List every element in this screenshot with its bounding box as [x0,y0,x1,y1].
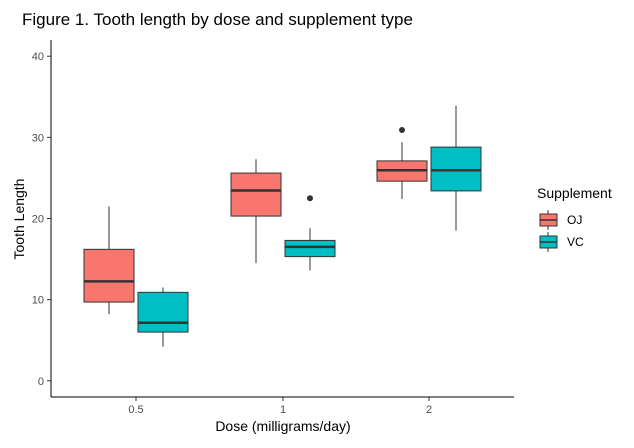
box-vc-0.5 [137,287,189,347]
outlier-point [307,195,313,202]
y-tick-label: 20 [32,214,44,226]
chart-title: Figure 1. Tooth length by dose and suppl… [22,10,413,29]
y-tick-label: 40 [32,51,44,63]
y-axis-title: Tooth Length [11,179,27,260]
x-axis-title: Dose (milligrams/day) [215,418,350,434]
y-tick-label: 10 [32,295,44,307]
box-vc-1 [284,195,336,271]
x-tick-label: 2 [426,404,432,416]
legend-title: Supplement [537,185,612,201]
box-body [83,248,135,303]
y-tick-label: 30 [32,132,44,144]
x-tick-label: 1 [280,404,286,416]
plot-area [83,105,482,347]
outlier-point [399,127,405,134]
legend-item-oj: OJ [539,210,582,230]
box-body [137,291,189,333]
x-tick-label: 0.5 [128,404,143,416]
legend-item-vc: VC [539,232,584,252]
y-tick-label: 0 [38,376,44,388]
legend: Supplement OJ VC [537,185,612,252]
x-axis: 0.5 1 2 [51,396,514,416]
box-vc-2 [430,105,482,231]
box-body [230,172,282,217]
legend-label: VC [567,235,584,249]
box-body [284,239,336,258]
legend-label: OJ [567,213,582,227]
box-oj-0.5 [83,206,135,315]
box-oj-2 [376,127,428,200]
y-axis: 0 10 20 30 40 [32,40,52,397]
box-oj-1 [230,159,282,264]
